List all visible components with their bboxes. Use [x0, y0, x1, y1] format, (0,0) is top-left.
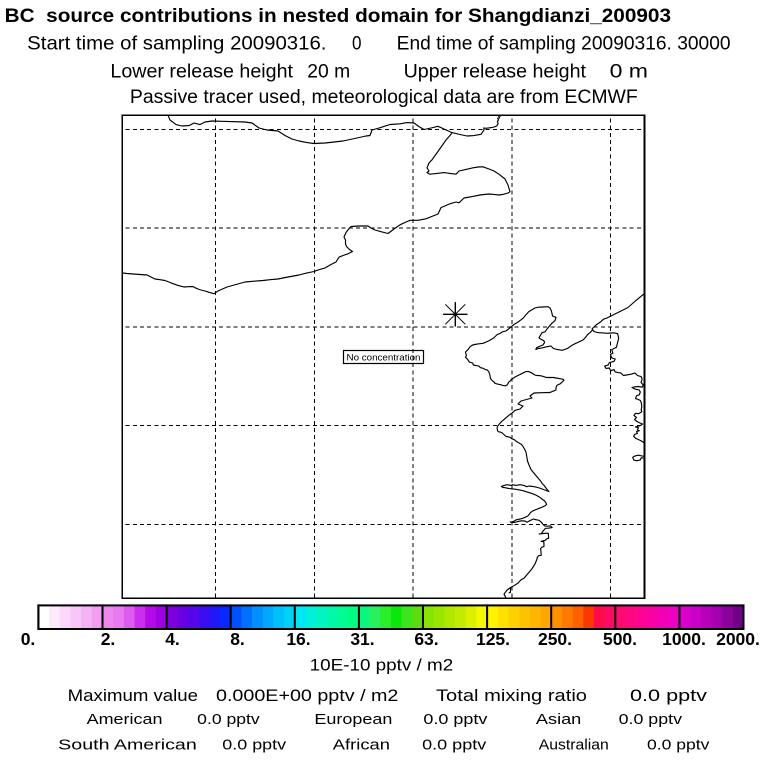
svg-text:20 m: 20 m [307, 62, 350, 83]
svg-text:0.0 pptv: 0.0 pptv [222, 737, 286, 754]
svg-text:No concentration: No concentration [347, 353, 421, 364]
svg-text:8.: 8. [230, 629, 245, 649]
svg-text:0.000E+00 pptv / m2: 0.000E+00 pptv / m2 [216, 687, 398, 705]
svg-text:BC source contributions in ne: BC source contributions in nested domain… [5, 6, 671, 27]
svg-text:250.: 250. [538, 629, 572, 649]
svg-text:500.: 500. [603, 629, 637, 649]
svg-text:Upper release height: Upper release height [404, 62, 587, 83]
svg-text:0.0 pptv: 0.0 pptv [647, 737, 710, 754]
svg-text:1000.: 1000. [662, 629, 706, 649]
svg-text:Passive tracer used, meteorolo: Passive tracer used, meteorological data… [130, 87, 638, 108]
svg-text:2.: 2. [101, 629, 116, 649]
svg-text:2000.: 2000. [716, 629, 760, 649]
svg-text:63.: 63. [414, 629, 438, 649]
svg-text:Lower release height: Lower release height [110, 62, 293, 83]
svg-text:Total mixing ratio: Total mixing ratio [436, 687, 587, 705]
svg-text:0.0 pptv: 0.0 pptv [619, 711, 683, 728]
svg-text:31.: 31. [350, 629, 374, 649]
svg-text:0.0 pptv: 0.0 pptv [197, 711, 260, 728]
svg-text:American: American [87, 711, 163, 728]
svg-text:Asian: Asian [536, 711, 581, 728]
svg-text:Australian: Australian [539, 737, 609, 754]
svg-text:0.0 pptv: 0.0 pptv [423, 711, 488, 728]
svg-text:South American: South American [58, 737, 197, 754]
svg-text:European: European [314, 711, 392, 728]
svg-text:0.0 pptv: 0.0 pptv [630, 687, 708, 705]
svg-text:10E-10 pptv / m2: 10E-10 pptv / m2 [310, 656, 454, 675]
svg-text:125.: 125. [476, 629, 510, 649]
svg-text:Maximum value: Maximum value [68, 687, 198, 705]
svg-text:0.: 0. [21, 629, 36, 649]
svg-text:Start time of sampling 2009031: Start time of sampling 20090316. [27, 33, 326, 54]
svg-text:0: 0 [352, 33, 362, 54]
svg-text:4.: 4. [165, 629, 180, 649]
svg-text:African: African [333, 737, 390, 754]
svg-text:0.0 pptv: 0.0 pptv [422, 737, 487, 754]
svg-text:0 m: 0 m [610, 62, 648, 83]
svg-text:16.: 16. [286, 629, 310, 649]
svg-text:End time of sampling 20090316.: End time of sampling 20090316. 30000 [397, 33, 731, 54]
